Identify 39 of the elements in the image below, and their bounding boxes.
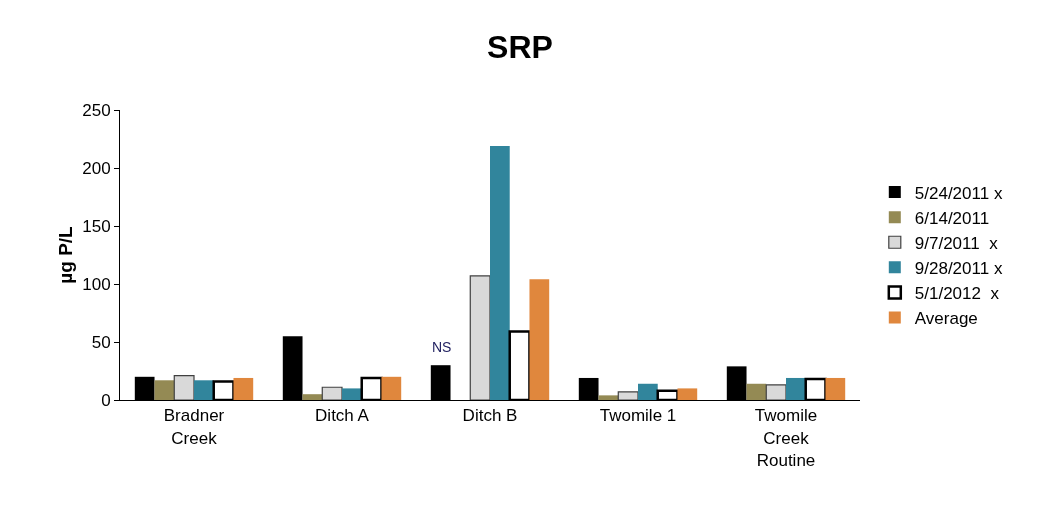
bar — [825, 377, 846, 400]
bar — [765, 384, 787, 400]
bar — [381, 376, 402, 400]
annotation: NS — [432, 339, 452, 355]
bar — [529, 279, 550, 400]
legend-label: 5/1/2012 x — [914, 284, 1000, 304]
bar — [617, 391, 639, 400]
bar — [786, 377, 806, 400]
bar — [746, 383, 767, 400]
x-tick-label: Twomile 1 — [599, 406, 677, 426]
x-tick-label: Bradner Creek — [163, 406, 225, 448]
bar — [154, 380, 175, 400]
legend-label: 5/24/2011 x — [914, 183, 1003, 203]
y-tick-label: 250 — [82, 100, 111, 120]
legend-label: Average — [914, 309, 978, 329]
bar — [321, 386, 343, 400]
y-axis-title: µg P/L — [55, 225, 76, 284]
y-tick-label: 100 — [82, 274, 111, 294]
legend-label: 9/28/2011 x — [914, 258, 1003, 278]
bar — [342, 388, 362, 400]
bar — [233, 377, 254, 400]
bar — [598, 395, 619, 400]
bar — [677, 388, 698, 400]
legend-label: 6/14/2011 — [914, 208, 990, 228]
y-tick-label: 150 — [82, 216, 111, 236]
legend-label: 9/7/2011 x — [914, 233, 999, 253]
y-tick-label: 50 — [91, 332, 111, 352]
y-tick-label: 200 — [82, 158, 111, 178]
bar — [173, 375, 195, 400]
bar — [490, 145, 510, 400]
x-tick-label: Twomile Creek Routine — [754, 406, 818, 470]
chart-title: SRP — [487, 29, 553, 66]
x-tick-label: Ditch A — [315, 406, 370, 426]
y-tick-label: 0 — [101, 390, 111, 410]
bar — [469, 275, 491, 400]
x-tick-label: Ditch B — [462, 406, 518, 426]
bar — [194, 380, 214, 400]
bar — [638, 383, 658, 400]
bar — [302, 394, 323, 400]
